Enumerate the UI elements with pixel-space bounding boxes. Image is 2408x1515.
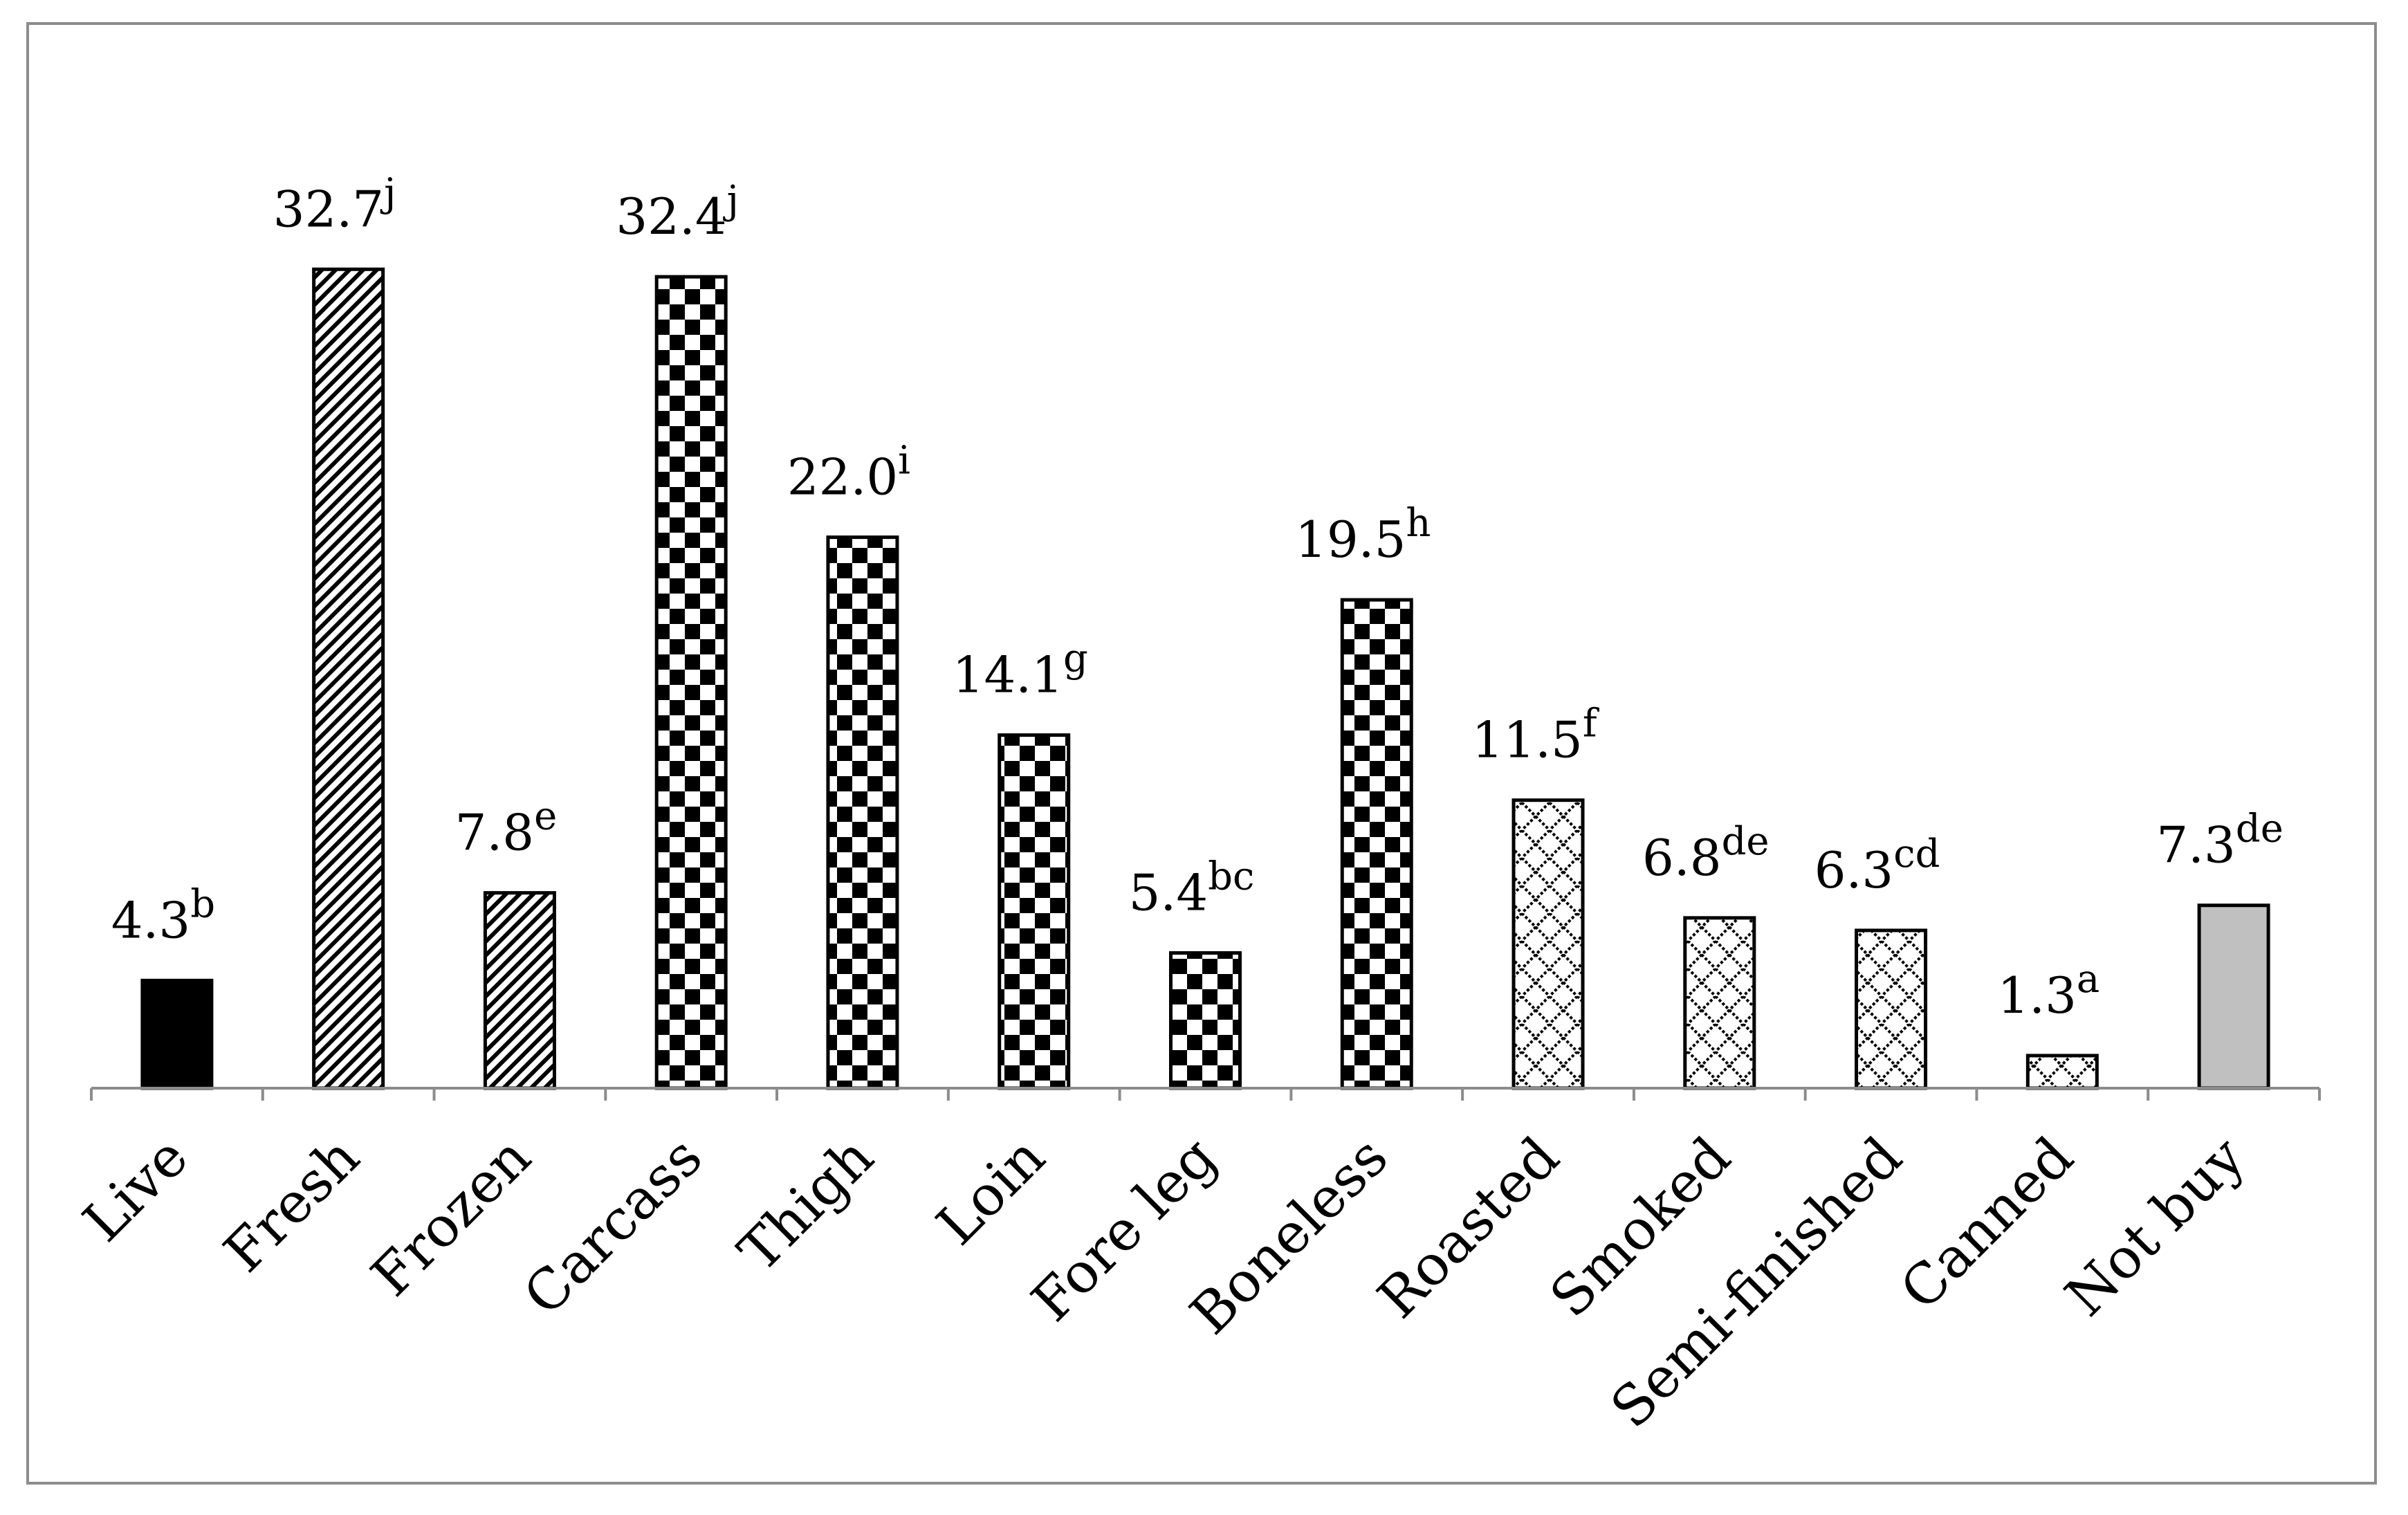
value-label-frozen: 7.8e: [455, 794, 558, 862]
bar-carcass: [654, 275, 728, 1090]
tick-label-roasted: Roasted: [1366, 1125, 1572, 1331]
bar-loin: [998, 733, 1071, 1090]
tick-label-live: Live: [71, 1125, 200, 1254]
value-label-not-buy: 7.3de: [2156, 807, 2283, 874]
value-label-live: 4.3b: [111, 881, 215, 949]
bar-frozen: [483, 891, 556, 1090]
bar-smoked: [1683, 916, 1756, 1090]
x-axis: [90, 1087, 2321, 1101]
value-label-roasted: 11.5f: [1472, 701, 1600, 769]
tick-label-loin: Loin: [924, 1125, 1057, 1258]
bar-canned: [2025, 1054, 2099, 1090]
tick-label-semi-finished: Semi-finished: [1599, 1125, 1914, 1440]
bar-thigh: [826, 535, 899, 1090]
value-label-fore-leg: 5.4bc: [1129, 854, 1255, 922]
bar-not-buy: [2197, 903, 2270, 1090]
bars-layer: [140, 267, 2270, 1090]
value-label-thigh: 22.0i: [787, 439, 910, 506]
value-label-canned: 1.3a: [1997, 957, 2099, 1025]
bar-fore-leg: [1169, 951, 1242, 1090]
tick-label-fresh: Fresh: [212, 1125, 371, 1285]
bar-semi-finished: [1855, 928, 1928, 1090]
bar-roasted: [1511, 798, 1585, 1090]
tick-label-carcass: Carcass: [511, 1125, 714, 1328]
bar-live: [140, 978, 214, 1090]
labels-layer: 4.3bLive32.7jFresh7.8eFrozen32.4jCarcass…: [71, 170, 2283, 1440]
tick-label-canned: Canned: [1888, 1125, 2085, 1322]
bar-fresh: [312, 267, 385, 1090]
value-label-boneless: 19.5h: [1295, 501, 1431, 569]
tick-label-not-buy: Not buy: [2053, 1125, 2257, 1329]
tick-label-thigh: Thigh: [726, 1125, 886, 1285]
value-label-fresh: 32.7j: [273, 170, 396, 238]
bar-boneless: [1340, 598, 1413, 1090]
value-label-loin: 14.1g: [953, 636, 1088, 704]
value-label-carcass: 32.4j: [616, 178, 739, 246]
chart-frame: [26, 22, 2377, 1485]
value-label-semi-finished: 6.3cd: [1814, 832, 1940, 899]
value-label-smoked: 6.8de: [1642, 819, 1770, 887]
